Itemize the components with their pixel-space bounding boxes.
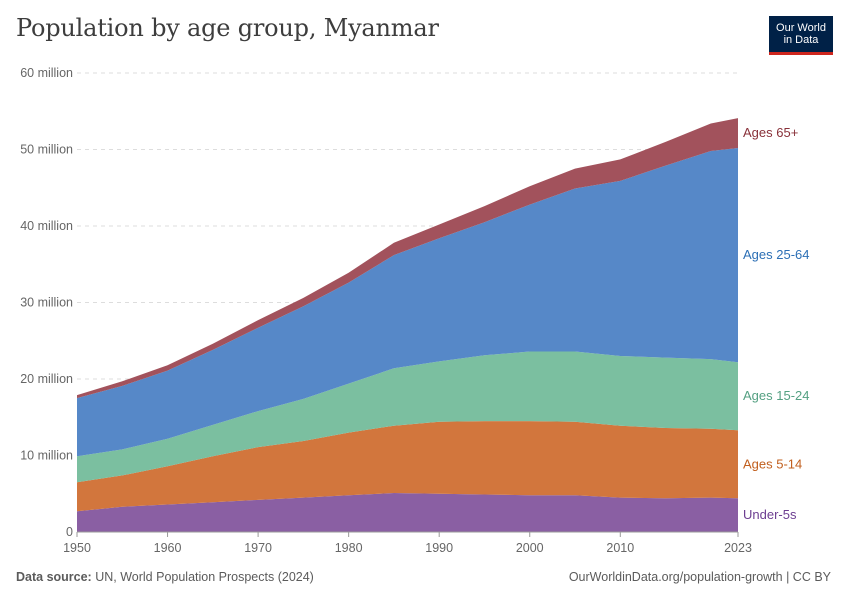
area-series bbox=[77, 118, 738, 532]
y-tick-label: 40 million bbox=[20, 219, 73, 233]
axes: 0 10 million 20 million 30 million 40 millio… bbox=[20, 66, 752, 555]
x-tick-label: 1970 bbox=[244, 541, 272, 555]
area-age25_64[interactable] bbox=[77, 148, 738, 457]
series-label-age5_14: Ages 5-14 bbox=[743, 456, 802, 471]
x-tick-label: 2023 bbox=[724, 541, 752, 555]
series-label-age65plus: Ages 65+ bbox=[743, 125, 798, 140]
x-tick-label: 2010 bbox=[606, 541, 634, 555]
series-label-age15_24: Ages 15-24 bbox=[743, 388, 810, 403]
logo-line-1: Our World bbox=[776, 22, 826, 34]
owid-logo[interactable]: Our World in Data bbox=[769, 16, 833, 55]
logo-line-2: in Data bbox=[783, 34, 819, 46]
area-age5_14[interactable] bbox=[77, 421, 738, 512]
data-source-label: Data source: bbox=[16, 570, 92, 584]
y-tick-label: 20 million bbox=[20, 372, 73, 386]
stacked-area-chart: 0 10 million 20 million 30 million 40 millio… bbox=[20, 66, 810, 555]
y-tick-label: 60 million bbox=[20, 66, 73, 80]
area-age15_24[interactable] bbox=[77, 351, 738, 483]
data-source-text: UN, World Population Prospects (2024) bbox=[95, 570, 314, 584]
series-label-under5: Under-5s bbox=[743, 507, 797, 522]
y-tick-label: 10 million bbox=[20, 449, 73, 463]
x-tick-label: 1960 bbox=[154, 541, 182, 555]
y-tick-label: 0 bbox=[66, 525, 73, 539]
x-tick-label: 1990 bbox=[425, 541, 453, 555]
data-source: Data source: UN, World Population Prospe… bbox=[16, 570, 314, 584]
area-age65plus[interactable] bbox=[77, 118, 738, 399]
chart-title: Population by age group, Myanmar bbox=[16, 14, 439, 42]
x-tick-label: 1950 bbox=[63, 541, 91, 555]
source-link[interactable]: OurWorldinData.org/population-growth | C… bbox=[568, 570, 831, 584]
series-label-age25_64: Ages 25-64 bbox=[743, 247, 810, 262]
y-tick-label: 50 million bbox=[20, 143, 73, 157]
series-labels: Under-5s Ages 5-14 Ages 15-24 Ages 25-64 Age… bbox=[743, 125, 810, 522]
y-tick-label: 30 million bbox=[20, 296, 73, 310]
area-under5[interactable] bbox=[77, 493, 738, 532]
x-tick-label: 1980 bbox=[335, 541, 363, 555]
x-tick-label: 2000 bbox=[516, 541, 544, 555]
